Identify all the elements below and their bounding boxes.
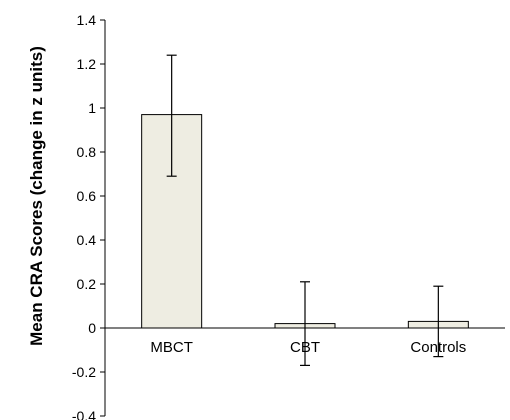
- y-tick-label: -0.4: [72, 408, 96, 420]
- error-bar-controls: [433, 285, 444, 358]
- y-tick-label: 0.4: [77, 232, 97, 248]
- category-labels: MBCT CBT Controls: [150, 339, 466, 356]
- y-tick-label: 1.4: [77, 12, 97, 28]
- x-category-label: CBT: [290, 339, 320, 356]
- error-bar-cbt: [300, 281, 310, 366]
- y-tick-label: 0.2: [77, 276, 97, 292]
- axes: [104, 20, 505, 416]
- y-axis-ticks: 1.4 1.2 1 0.8 0.6 0.4 0.2 0 -0.2 -0.4: [72, 12, 105, 420]
- y-axis-title: Mean CRA Scores (change in z units): [27, 46, 46, 346]
- y-tick-label: 0.8: [77, 144, 97, 160]
- error-bars: [166, 54, 444, 366]
- y-tick-label: 1.2: [77, 56, 97, 72]
- x-category-label: MBCT: [150, 339, 193, 356]
- y-tick-label: 0: [88, 320, 96, 336]
- error-bar-mbct: [166, 54, 177, 177]
- x-category-label: Controls: [410, 339, 466, 356]
- y-tick-label: -0.2: [72, 364, 96, 380]
- y-tick-label: 0.6: [77, 188, 97, 204]
- y-tick-label: 1: [88, 100, 96, 116]
